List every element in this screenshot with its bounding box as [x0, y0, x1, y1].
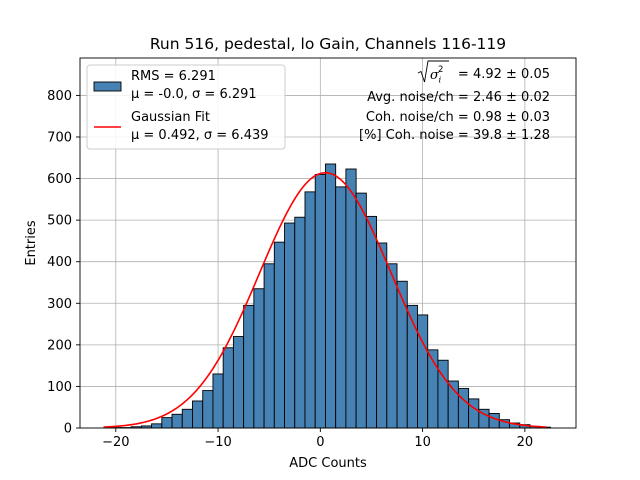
y-tick-label: 100	[47, 380, 72, 395]
histogram-bar	[284, 222, 296, 429]
bars-layer	[110, 163, 551, 429]
histogram-bar	[324, 163, 337, 429]
histogram-bar	[386, 263, 398, 429]
legend-label-hist-params: μ = -0.0, σ = 6.291	[131, 87, 257, 102]
legend-label-gaussian-fit: Gaussian Fit	[131, 110, 210, 125]
x-tick-label: 10	[414, 435, 431, 450]
histogram-bar	[488, 412, 500, 429]
svg-text:σ: σ	[430, 68, 440, 83]
avg-noise-per-channel: Avg. noise/ch = 2.46 ± 0.02	[367, 90, 550, 105]
x-axis-title: ADC Counts	[289, 456, 367, 471]
plot-frame	[79, 57, 577, 429]
y-tick-label: 800	[47, 89, 72, 104]
histogram-bar	[161, 417, 173, 429]
histogram-bar	[263, 263, 275, 429]
histogram-bar	[171, 413, 183, 429]
legend-label-fit-params: μ = 0.492, σ = 6.439	[131, 128, 269, 143]
svg-text:i: i	[439, 76, 442, 86]
histogram-bar	[151, 423, 163, 429]
histogram-bar	[181, 408, 193, 429]
noise-annotations: σ 2 i = 4.92 ± 0.05 Avg. noise/ch = 2.46…	[359, 60, 550, 143]
x-tick-label: 20	[517, 435, 534, 450]
legend: RMS = 6.291 μ = -0.0, σ = 6.291 Gaussian…	[86, 64, 286, 150]
histogram-bar	[243, 304, 255, 429]
histogram-bar	[253, 288, 265, 429]
y-tick-label: 500	[47, 214, 72, 229]
gaussian-fit-line	[103, 171, 547, 428]
x-tick-label: 0	[316, 435, 324, 450]
histogram-bar	[294, 216, 306, 429]
legend-patch-histogram	[93, 81, 122, 92]
sqrt-sigma-squared-symbol: σ 2 i	[417, 60, 449, 86]
histogram-bar	[304, 191, 316, 429]
x-axis-ticks: −20 −10 0 10 20	[102, 428, 533, 450]
histogram-bar	[365, 215, 378, 429]
total-noise-value: = 4.92 ± 0.05	[458, 67, 550, 82]
histogram-bar	[202, 390, 214, 429]
histogram-bar	[345, 168, 357, 429]
histogram-bar	[457, 388, 470, 429]
y-tick-label: 700	[47, 130, 72, 145]
svg-text:2: 2	[438, 65, 443, 75]
y-tick-label: 0	[64, 422, 72, 437]
histogram-bar	[376, 242, 388, 429]
x-tick-label: −20	[102, 435, 129, 450]
legend-label-rms: RMS = 6.291	[131, 69, 216, 84]
x-tick-label: −10	[204, 435, 231, 450]
histogram-bar	[335, 186, 347, 429]
histogram-bar	[314, 173, 326, 429]
y-tick-label: 200	[47, 338, 72, 353]
coherent-noise-per-channel: Coh. noise/ch = 0.98 ± 0.03	[366, 110, 550, 125]
legend-box	[86, 64, 286, 150]
histogram-bar	[396, 280, 408, 429]
histogram-bar	[447, 380, 459, 429]
y-axis-title: Entries	[24, 220, 39, 266]
y-tick-label: 600	[47, 172, 72, 187]
histogram-bar	[273, 241, 285, 429]
histogram-bar	[417, 314, 429, 429]
y-tick-label: 300	[47, 297, 72, 312]
histogram-bar	[232, 336, 245, 429]
y-tick-label: 400	[47, 255, 72, 270]
histogram-bar	[355, 192, 367, 429]
coherent-noise-percent: [%] Coh. noise = 39.8 ± 1.28	[359, 128, 550, 143]
histogram-bar	[468, 398, 480, 429]
histogram-bar	[192, 400, 204, 429]
histogram-bar	[212, 373, 224, 429]
y-axis-ticks: 0 100 200 300 400 500 600 700 800	[47, 89, 80, 437]
histogram-bar	[406, 304, 418, 429]
chart-title: Run 516, pedestal, lo Gain, Channels 116…	[150, 35, 506, 53]
histogram-bar	[222, 347, 234, 429]
